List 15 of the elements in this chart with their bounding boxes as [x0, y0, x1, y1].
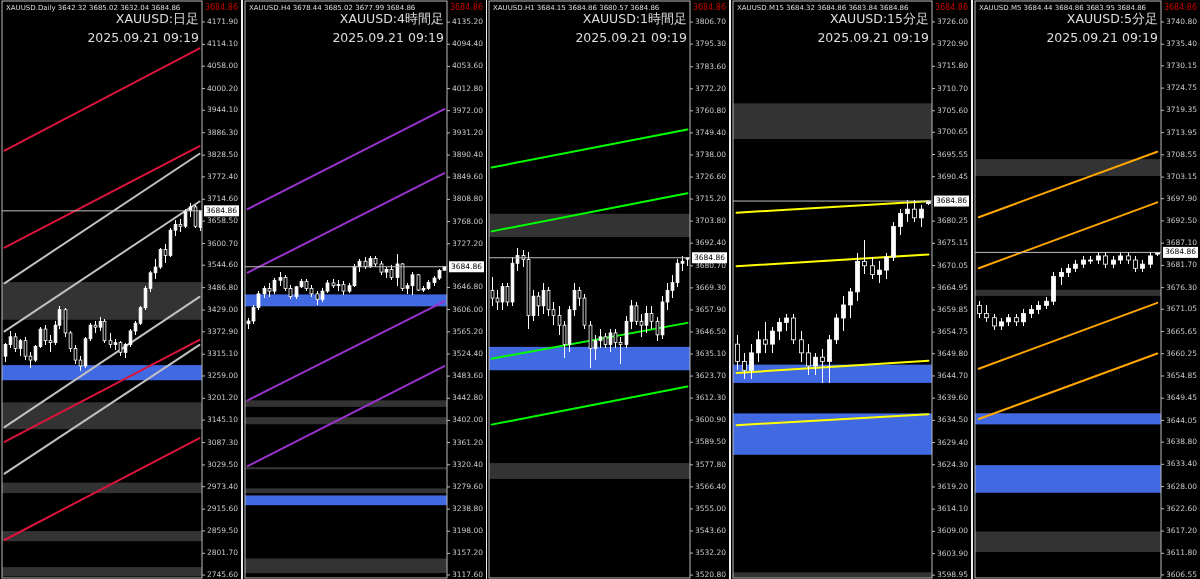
text: XAUUSD:1時間足 — [582, 11, 687, 26]
text: 3684.86 — [204, 3, 238, 12]
text: 2025.09.21 09:19 — [575, 30, 688, 45]
text: XAUUSD:日足 — [115, 11, 199, 26]
text: 2025.09.21 09:19 — [87, 30, 200, 45]
text: 3684.86 — [692, 3, 726, 12]
text: 3684.86 — [1163, 3, 1197, 12]
text: XAUUSD:15分足 — [829, 11, 929, 26]
text: 3684.86 — [934, 3, 968, 12]
text: 3684.86 — [449, 3, 483, 12]
text: 2025.09.21 09:19 — [1046, 30, 1159, 45]
text: XAUUSD:5分足 — [1066, 11, 1158, 26]
text: XAUUSD:4時間足 — [339, 11, 444, 26]
text: 2025.09.21 09:19 — [332, 30, 445, 45]
text: 2025.09.21 09:19 — [817, 30, 930, 45]
